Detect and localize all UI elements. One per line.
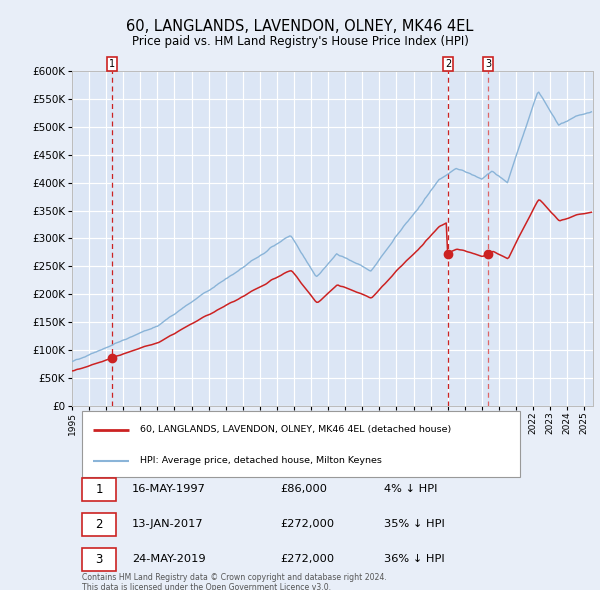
FancyBboxPatch shape xyxy=(82,478,116,501)
Text: Price paid vs. HM Land Registry's House Price Index (HPI): Price paid vs. HM Land Registry's House … xyxy=(131,35,469,48)
Text: 2: 2 xyxy=(95,518,103,531)
FancyBboxPatch shape xyxy=(82,411,520,477)
Text: £272,000: £272,000 xyxy=(280,554,334,564)
Text: 2: 2 xyxy=(445,59,451,69)
Text: 1: 1 xyxy=(95,483,103,496)
Text: 13-JAN-2017: 13-JAN-2017 xyxy=(132,519,203,529)
Text: 60, LANGLANDS, LAVENDON, OLNEY, MK46 4EL: 60, LANGLANDS, LAVENDON, OLNEY, MK46 4EL xyxy=(127,19,473,34)
Text: 3: 3 xyxy=(485,59,491,69)
Text: £272,000: £272,000 xyxy=(280,519,334,529)
Text: 4% ↓ HPI: 4% ↓ HPI xyxy=(385,484,438,494)
FancyBboxPatch shape xyxy=(82,548,116,571)
Text: 24-MAY-2019: 24-MAY-2019 xyxy=(132,554,206,564)
Text: 16-MAY-1997: 16-MAY-1997 xyxy=(132,484,206,494)
Text: 60, LANGLANDS, LAVENDON, OLNEY, MK46 4EL (detached house): 60, LANGLANDS, LAVENDON, OLNEY, MK46 4EL… xyxy=(140,425,451,434)
FancyBboxPatch shape xyxy=(82,513,116,536)
Text: 36% ↓ HPI: 36% ↓ HPI xyxy=(385,554,445,564)
Text: £86,000: £86,000 xyxy=(280,484,328,494)
Text: HPI: Average price, detached house, Milton Keynes: HPI: Average price, detached house, Milt… xyxy=(140,456,382,465)
Text: Contains HM Land Registry data © Crown copyright and database right 2024.: Contains HM Land Registry data © Crown c… xyxy=(82,573,387,582)
Text: 35% ↓ HPI: 35% ↓ HPI xyxy=(385,519,445,529)
Text: 3: 3 xyxy=(95,553,103,566)
Text: 1: 1 xyxy=(109,59,116,69)
Text: This data is licensed under the Open Government Licence v3.0.: This data is licensed under the Open Gov… xyxy=(82,583,332,590)
